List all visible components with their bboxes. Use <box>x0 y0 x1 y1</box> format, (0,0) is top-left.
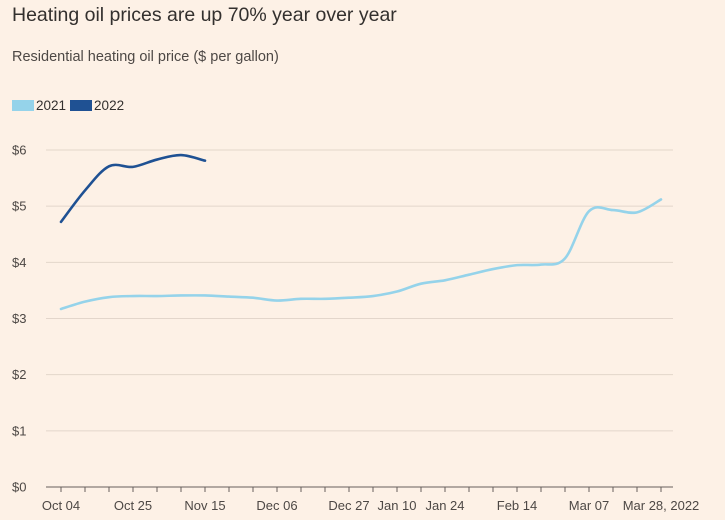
y-tick-label-6: $6 <box>12 143 26 158</box>
y-tick-label-2: $2 <box>12 367 26 382</box>
legend-item-2022: 2022 <box>70 98 124 113</box>
x-tick-label-7: Feb 14 <box>497 498 537 513</box>
x-tick-label-0: Oct 04 <box>42 498 80 513</box>
y-tick-label-3: $3 <box>12 311 26 326</box>
x-tick-label-6: Jan 24 <box>425 498 464 513</box>
legend-label-2021: 2021 <box>36 98 67 113</box>
legend-swatch-2022 <box>70 100 93 111</box>
y-axis-tick-labels: $0 $1 $2 $3 $4 $5 $6 <box>12 143 26 495</box>
legend-swatch-2021 <box>12 100 34 111</box>
y-tick-label-1: $1 <box>12 423 26 438</box>
x-tick-label-8: Mar 07 <box>569 498 609 513</box>
y-tick-label-4: $4 <box>12 255 26 270</box>
y-tick-label-0: $0 <box>12 480 26 495</box>
series-line-2021 <box>59 198 663 311</box>
series-line-2022 <box>59 153 207 224</box>
x-tick-label-5: Jan 10 <box>377 498 416 513</box>
x-tick-label-1: Oct 25 <box>114 498 152 513</box>
legend-item-2021: 2021 <box>12 98 66 113</box>
x-tick-label-2: Nov 15 <box>184 498 225 513</box>
x-axis: Oct 04 Oct 25 Nov 15 Dec 06 Dec 27 Jan 10 Jan … <box>42 486 700 513</box>
chart-title: Heating oil prices are up 70% year over … <box>12 4 397 26</box>
series-lines <box>59 153 663 311</box>
chart-subtitle: Residential heating oil price ($ per gal… <box>12 49 279 65</box>
y-tick-label-5: $5 <box>12 199 26 214</box>
legend-label-2022: 2022 <box>94 98 125 113</box>
x-tick-label-9: Mar 28, 2022 <box>623 498 700 513</box>
legend: 2021 2022 <box>12 98 128 113</box>
x-tick-label-4: Dec 27 <box>328 498 369 513</box>
x-tick-label-3: Dec 06 <box>256 498 297 513</box>
gridlines <box>46 149 673 432</box>
